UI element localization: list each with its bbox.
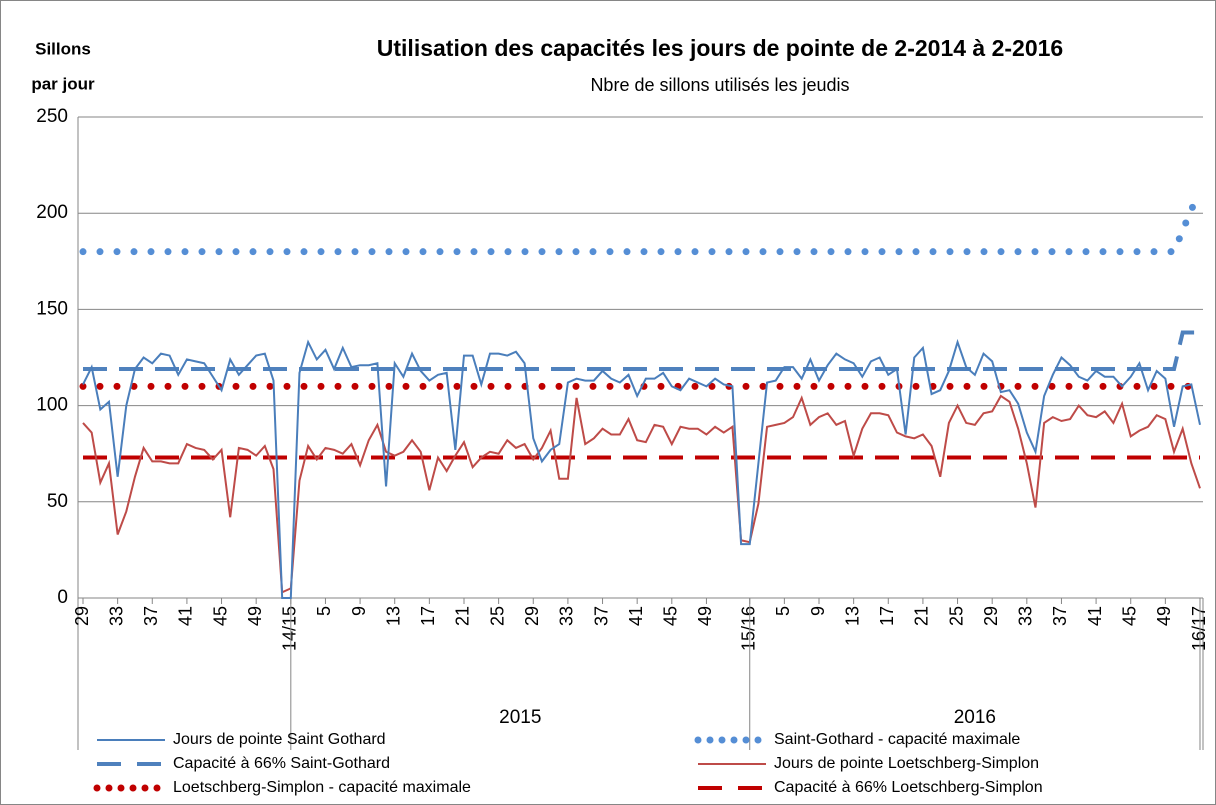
group-label: 2015 bbox=[499, 707, 541, 728]
legend-label: Jours de pointe Loetschberg-Simplon bbox=[774, 755, 1039, 772]
x-tick-label: 15/16 bbox=[738, 606, 758, 651]
x-tick-label: 14/15 bbox=[280, 606, 300, 651]
x-tick-label: 49 bbox=[245, 606, 265, 626]
x-tick-label: 17 bbox=[418, 606, 438, 626]
x-tick-label: 49 bbox=[1154, 606, 1174, 626]
legend-label: Capacité à 66% Saint-Gothard bbox=[173, 755, 390, 772]
series-line bbox=[82, 338, 1201, 599]
group-label: 2016 bbox=[954, 707, 996, 728]
series-line bbox=[79, 190, 1204, 256]
x-tick-label: 33 bbox=[557, 606, 577, 626]
chart-subtitle: Nbre de sillons utilisés les jeudis bbox=[590, 75, 849, 95]
y-tick-label: 150 bbox=[36, 298, 68, 319]
x-tick-label: 33 bbox=[106, 606, 126, 626]
y-axis-title: par jour bbox=[31, 74, 95, 93]
x-tick-label: 41 bbox=[626, 606, 646, 626]
x-tick-label: 9 bbox=[808, 606, 828, 616]
x-tick-label: 29 bbox=[522, 606, 542, 626]
x-tick-label: 21 bbox=[453, 606, 473, 626]
x-tick-label: 49 bbox=[695, 606, 715, 626]
series-line bbox=[82, 394, 1201, 594]
y-tick-label: 200 bbox=[36, 202, 68, 223]
x-tick-label: 29 bbox=[981, 606, 1001, 626]
x-tick-label: 37 bbox=[141, 606, 161, 626]
x-tick-label: 25 bbox=[946, 606, 966, 626]
x-tick-label: 33 bbox=[1016, 606, 1036, 626]
x-tick-label: 13 bbox=[383, 606, 403, 626]
y-tick-label: 100 bbox=[36, 395, 68, 416]
legend-label: Capacité à 66% Loetschberg-Simplon bbox=[774, 779, 1043, 796]
x-tick-label: 13 bbox=[842, 606, 862, 626]
y-tick-label: 0 bbox=[57, 587, 68, 608]
x-tick-label: 41 bbox=[1085, 606, 1105, 626]
x-tick-label: 9 bbox=[349, 606, 369, 616]
x-tick-label: 41 bbox=[176, 606, 196, 626]
x-tick-label: 5 bbox=[773, 606, 793, 616]
x-tick-label: 45 bbox=[210, 606, 230, 626]
legend-label: Loetschberg-Simplon - capacité maximale bbox=[173, 779, 471, 796]
x-tick-label: 37 bbox=[591, 606, 611, 626]
x-tick-label: 25 bbox=[487, 606, 507, 626]
y-axis-title: Sillons bbox=[35, 39, 91, 58]
y-tick-label: 50 bbox=[47, 491, 68, 512]
legend-label: Jours de pointe Saint Gothard bbox=[173, 731, 386, 748]
x-tick-label: 45 bbox=[661, 606, 681, 626]
x-tick-label: 16/17 bbox=[1189, 606, 1209, 651]
x-tick-label: 29 bbox=[72, 606, 92, 626]
chart-title: Utilisation des capacités les jours de p… bbox=[377, 35, 1063, 61]
x-tick-label: 45 bbox=[1119, 606, 1139, 626]
legend-label: Saint-Gothard - capacité maximale bbox=[774, 731, 1020, 748]
x-tick-label: 37 bbox=[1050, 606, 1070, 626]
x-tick-label: 21 bbox=[912, 606, 932, 626]
x-tick-label: 5 bbox=[314, 606, 334, 616]
x-tick-label: 17 bbox=[877, 606, 897, 626]
y-tick-label: 250 bbox=[36, 106, 68, 127]
